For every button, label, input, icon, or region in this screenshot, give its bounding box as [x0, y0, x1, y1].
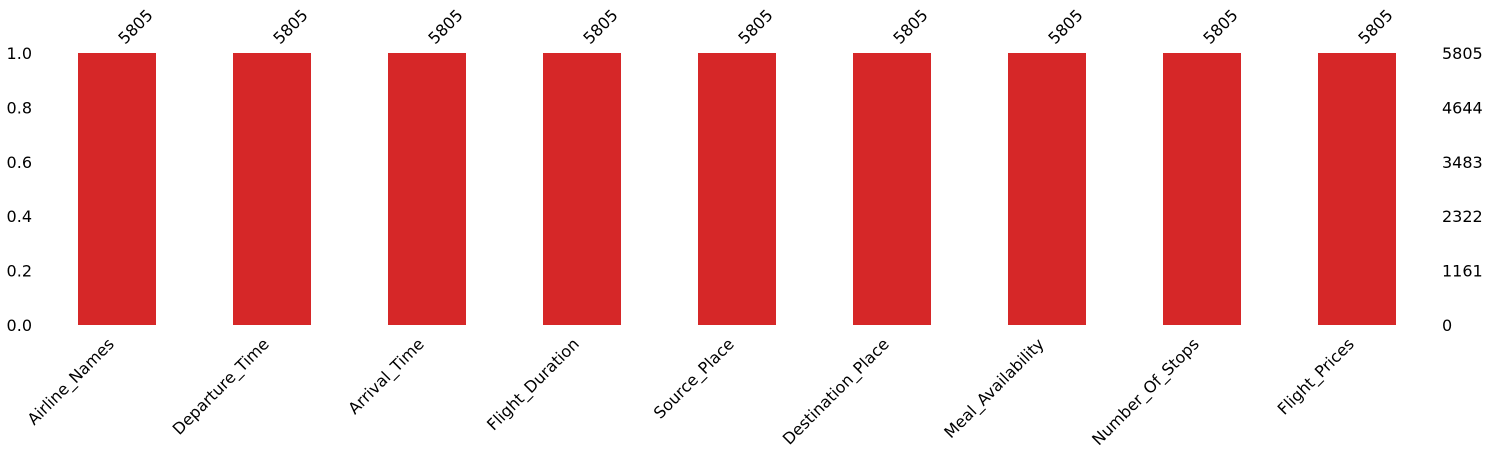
left-tick-label: 0.4: [7, 207, 32, 226]
bar-count-labels: 5805 5805 5805 5805 5805 5805 5805 5805 5805: [114, 6, 1396, 48]
right-tick-label: 3483: [1442, 153, 1483, 172]
bar: [1318, 53, 1396, 325]
left-tick-label: 0.8: [7, 98, 32, 117]
bar-count-label: 5805: [734, 6, 776, 48]
bar-count-label: 5805: [1354, 6, 1396, 48]
bar-count-label: 5805: [269, 6, 311, 48]
right-tick-label: 1161: [1442, 262, 1483, 281]
bar-count-label: 5805: [1199, 6, 1241, 48]
category-label: Departure_Time: [169, 334, 274, 439]
bar: [853, 53, 931, 325]
bar: [1163, 53, 1241, 325]
right-tick-label: 4644: [1442, 98, 1483, 117]
category-label: Source_Place: [650, 334, 739, 423]
bar: [388, 53, 466, 325]
bar-count-label: 5805: [114, 6, 156, 48]
bars: [78, 53, 1396, 325]
right-tick-label: 5805: [1442, 44, 1483, 63]
bar: [78, 53, 156, 325]
category-label: Destination_Place: [779, 334, 894, 449]
category-label: Meal_Availability: [940, 334, 1048, 442]
category-label: Flight_Prices: [1274, 334, 1359, 419]
bar: [698, 53, 776, 325]
left-tick-label: 0.6: [7, 153, 32, 172]
category-label: Arrival_Time: [344, 334, 428, 418]
bar: [233, 53, 311, 325]
left-y-axis: 0.0 0.2 0.4 0.6 0.8 1.0: [7, 44, 32, 335]
left-tick-label: 0.2: [7, 262, 32, 281]
right-tick-label: 0: [1442, 316, 1452, 335]
left-tick-label: 1.0: [7, 44, 32, 63]
bar-count-label: 5805: [1044, 6, 1086, 48]
bar-count-label: 5805: [424, 6, 466, 48]
bar-count-label: 5805: [889, 6, 931, 48]
bar: [1008, 53, 1086, 325]
left-tick-label: 0.0: [7, 316, 32, 335]
category-label: Airline_Names: [24, 334, 119, 429]
right-y-axis: 0 1161 2322 3483 4644 5805: [1442, 44, 1483, 335]
x-category-labels: Airline_Names Departure_Time Arrival_Time F…: [24, 334, 1359, 449]
category-label: Number_Of_Stops: [1088, 334, 1203, 449]
bar: [543, 53, 621, 325]
category-label: Flight_Duration: [483, 334, 584, 435]
bar-count-label: 5805: [579, 6, 621, 48]
right-tick-label: 2322: [1442, 207, 1483, 226]
